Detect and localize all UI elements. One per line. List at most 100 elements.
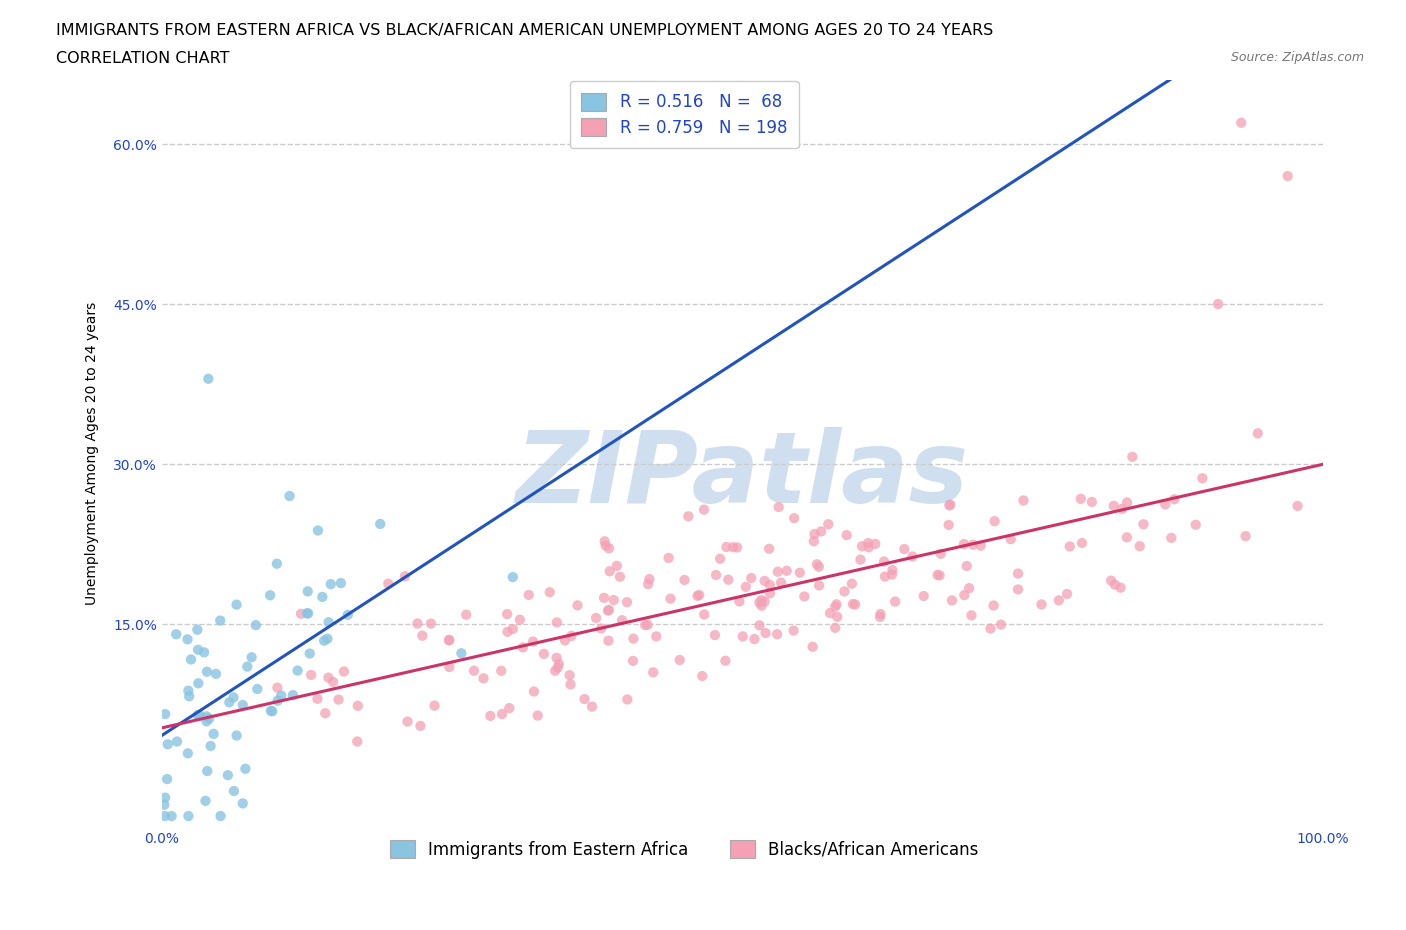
Point (591, 621, 613, 636)
Point (281, 687, 304, 702)
Point (205, 667, 228, 682)
Point (606, 558, 628, 573)
Point (938, 498, 960, 512)
Point (598, 633, 620, 648)
Point (188, 708, 211, 723)
Point (770, 576, 793, 591)
Point (801, 639, 824, 654)
Point (1104, 578, 1126, 592)
Text: IMMIGRANTS FROM EASTERN AFRICA VS BLACK/AFRICAN AMERICAN UNEMPLOYMENT AMONG AGES: IMMIGRANTS FROM EASTERN AFRICA VS BLACK/… (56, 23, 994, 38)
Point (960, 608, 983, 623)
Point (659, 591, 682, 606)
Point (217, 768, 239, 783)
Point (202, 726, 225, 741)
Point (759, 586, 782, 601)
Point (1099, 573, 1122, 588)
Point (1000, 532, 1022, 547)
Point (782, 623, 804, 638)
Point (240, 650, 263, 665)
Point (1286, 498, 1309, 513)
Point (758, 541, 780, 556)
Point (721, 539, 744, 554)
Point (502, 621, 524, 636)
Point (193, 644, 215, 659)
Point (232, 698, 254, 712)
Point (270, 688, 292, 703)
Point (177, 746, 200, 761)
Point (533, 646, 555, 661)
Point (882, 563, 904, 578)
Point (912, 589, 935, 604)
Point (835, 527, 858, 542)
Point (1007, 582, 1029, 597)
Point (246, 682, 269, 697)
Point (953, 588, 976, 603)
Point (153, 707, 176, 722)
Point (807, 559, 830, 574)
Point (437, 632, 460, 647)
Point (929, 547, 952, 562)
Point (616, 692, 638, 707)
Point (849, 552, 872, 567)
Point (160, 808, 183, 823)
Point (1184, 517, 1206, 532)
Point (560, 677, 582, 692)
Point (232, 796, 254, 811)
Point (731, 629, 754, 644)
Point (1191, 471, 1213, 485)
Point (851, 538, 873, 553)
Point (806, 557, 828, 572)
Point (1059, 539, 1081, 554)
Point (1132, 517, 1154, 532)
Point (394, 569, 416, 584)
Point (456, 607, 478, 622)
Text: ZIPatlas: ZIPatlas (516, 427, 969, 525)
Point (368, 516, 391, 531)
Point (1154, 497, 1177, 512)
Point (957, 580, 980, 595)
Point (668, 653, 690, 668)
Point (472, 671, 495, 685)
Point (869, 606, 891, 621)
Point (603, 592, 626, 607)
Point (704, 567, 727, 582)
Point (316, 631, 339, 646)
Point (734, 579, 756, 594)
Point (873, 554, 896, 569)
Point (526, 708, 548, 723)
Point (307, 691, 329, 706)
Point (266, 680, 288, 695)
Point (962, 538, 984, 552)
Point (610, 613, 633, 628)
Point (546, 615, 568, 630)
Point (593, 534, 616, 549)
Point (406, 616, 429, 631)
Point (598, 603, 620, 618)
Legend: Immigrants from Eastern Africa, Blacks/African Americans: Immigrants from Eastern Africa, Blacks/A… (378, 829, 990, 870)
Point (638, 572, 661, 587)
Point (637, 618, 659, 632)
Point (803, 534, 825, 549)
Point (437, 633, 460, 648)
Point (693, 502, 716, 517)
Point (751, 598, 773, 613)
Point (479, 709, 502, 724)
Point (673, 573, 696, 588)
Point (187, 676, 209, 691)
Y-axis label: Unemployment Among Ages 20 to 24 years: Unemployment Among Ages 20 to 24 years (86, 301, 100, 605)
Point (290, 606, 312, 621)
Text: Source: ZipAtlas.com: Source: ZipAtlas.com (1230, 51, 1364, 64)
Point (688, 588, 710, 603)
Point (287, 663, 309, 678)
Point (195, 714, 218, 729)
Point (346, 734, 368, 749)
Point (856, 536, 879, 551)
Point (824, 599, 846, 614)
Point (245, 618, 267, 632)
Point (1056, 587, 1078, 602)
Point (1012, 493, 1035, 508)
Point (873, 569, 896, 584)
Point (783, 511, 806, 525)
Point (262, 704, 284, 719)
Point (420, 617, 443, 631)
